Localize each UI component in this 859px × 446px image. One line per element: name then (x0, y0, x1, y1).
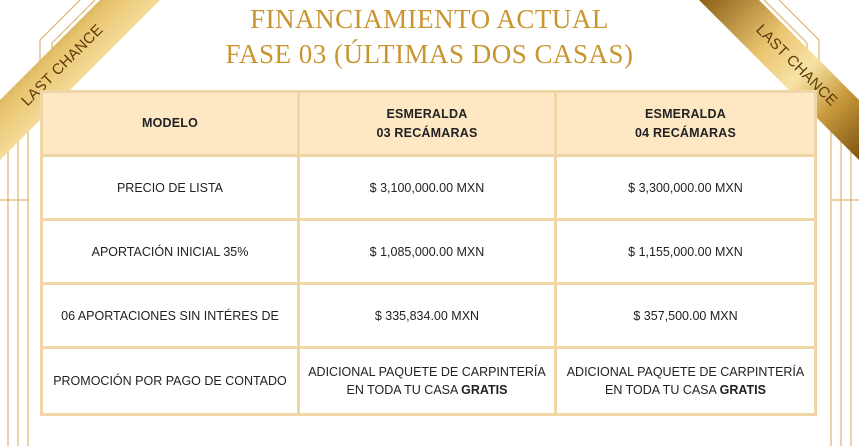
promo-row: PROMOCIÓN POR PAGO DE CONTADO ADICIONAL … (40, 346, 818, 416)
row-label: APORTACIÓN INICIAL 35% (40, 218, 300, 285)
promo-label: PROMOCIÓN POR PAGO DE CONTADO (40, 346, 300, 416)
promo-value: ADICIONAL PAQUETE DE CARPINTERÍA EN TODA… (296, 346, 557, 416)
header-model-3-bedrooms: ESMERALDA 03 RECÁMARAS (296, 90, 557, 157)
header-model-4-bedrooms: ESMERALDA 04 RECÁMARAS (553, 90, 818, 157)
financing-table: MODELO ESMERALDA 03 RECÁMARAS ESMERALDA … (40, 90, 818, 416)
row-value: $ 1,155,000.00 MXN (553, 218, 818, 285)
promo-free-text: GRATIS (461, 383, 508, 397)
header-modelo: MODELO (40, 90, 300, 157)
row-label: PRECIO DE LISTA (40, 154, 300, 221)
table-row: PRECIO DE LISTA $ 3,100,000.00 MXN $ 3,3… (40, 154, 818, 221)
row-label: 06 APORTACIONES SIN INTÉRES DE (40, 282, 300, 349)
row-value: $ 3,300,000.00 MXN (553, 154, 818, 221)
row-value: $ 3,100,000.00 MXN (296, 154, 557, 221)
table-header-row: MODELO ESMERALDA 03 RECÁMARAS ESMERALDA … (40, 90, 818, 157)
page-subtitle: FASE 03 (ÚLTIMAS DOS CASAS) (225, 39, 634, 69)
table-row: APORTACIÓN INICIAL 35% $ 1,085,000.00 MX… (40, 218, 818, 285)
promo-value: ADICIONAL PAQUETE DE CARPINTERÍA EN TODA… (553, 346, 818, 416)
row-value: $ 1,085,000.00 MXN (296, 218, 557, 285)
row-value: $ 335,834.00 MXN (296, 282, 557, 349)
row-value: $ 357,500.00 MXN (553, 282, 818, 349)
promo-free-text: GRATIS (719, 383, 766, 397)
table-row: 06 APORTACIONES SIN INTÉRES DE $ 335,834… (40, 282, 818, 349)
page-title: FINANCIAMIENTO ACTUAL (250, 4, 609, 34)
